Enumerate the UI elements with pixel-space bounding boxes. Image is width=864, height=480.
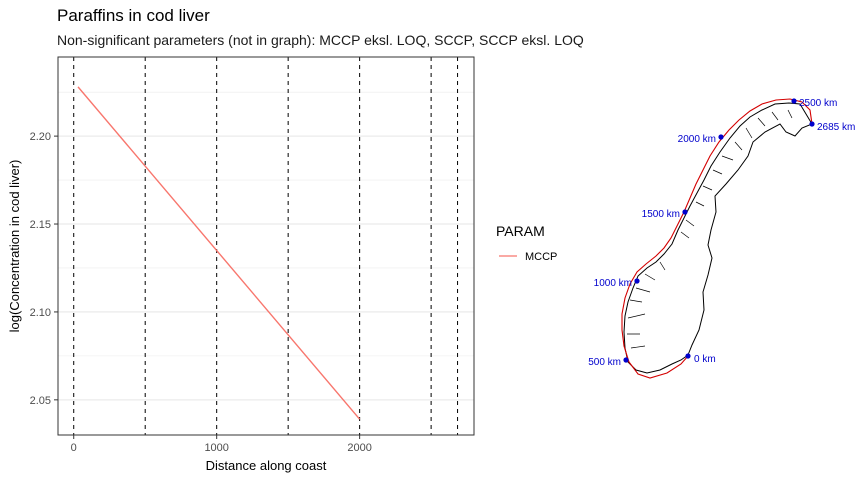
y-tick-label: 2.15 [30,219,51,231]
map-marker [623,357,629,363]
x-tick-label: 2000 [347,442,371,454]
map-marker-label: 500 km [588,357,621,368]
map-marker-label: 1500 km [642,209,680,220]
norway-map: 0 km 500 km 1000 km 1500 km 2000 km 2500 km 26… [588,98,855,379]
legend-title: PARAM [496,223,545,239]
y-tick-label: 2.10 [30,307,51,319]
coastline [623,102,813,374]
map-marker-label: 2000 km [678,134,716,145]
legend: PARAM MCCP [496,223,557,263]
map-marker [718,134,724,140]
series-layer [77,86,361,420]
y-axis-title: log(Concentration in cod liver) [7,160,22,333]
map-marker-label: 0 km [694,354,716,365]
sea-route [621,98,813,379]
y-tick-label: 2.05 [30,395,51,407]
legend-label-mccp: MCCP [525,251,557,263]
chart-subtitle: Non-significant parameters (not in graph… [57,32,584,48]
x-tick-label: 1000 [204,442,228,454]
map-marker-label: 2500 km [799,98,837,109]
map-marker [634,278,640,284]
map-marker [791,98,797,104]
fjord-detail [627,109,793,349]
chart-title: Paraffins in cod liver [57,6,210,25]
series-line-mccp [77,86,361,420]
map-marker-label: 2685 km [817,122,855,133]
y-tick-label: 2.20 [30,131,51,143]
map-marker [682,209,688,215]
map-marker [809,121,815,127]
map-marker [685,353,691,359]
vline-layer [73,57,459,435]
axis-layer: 2.05 2.10 2.15 2.20 0 1000 2000 [30,131,372,454]
x-axis-title: Distance along coast [206,458,327,473]
map-marker-label: 1000 km [594,278,632,289]
x-tick-label: 0 [71,442,77,454]
panel-border [57,56,475,436]
grid-layer [58,91,474,401]
